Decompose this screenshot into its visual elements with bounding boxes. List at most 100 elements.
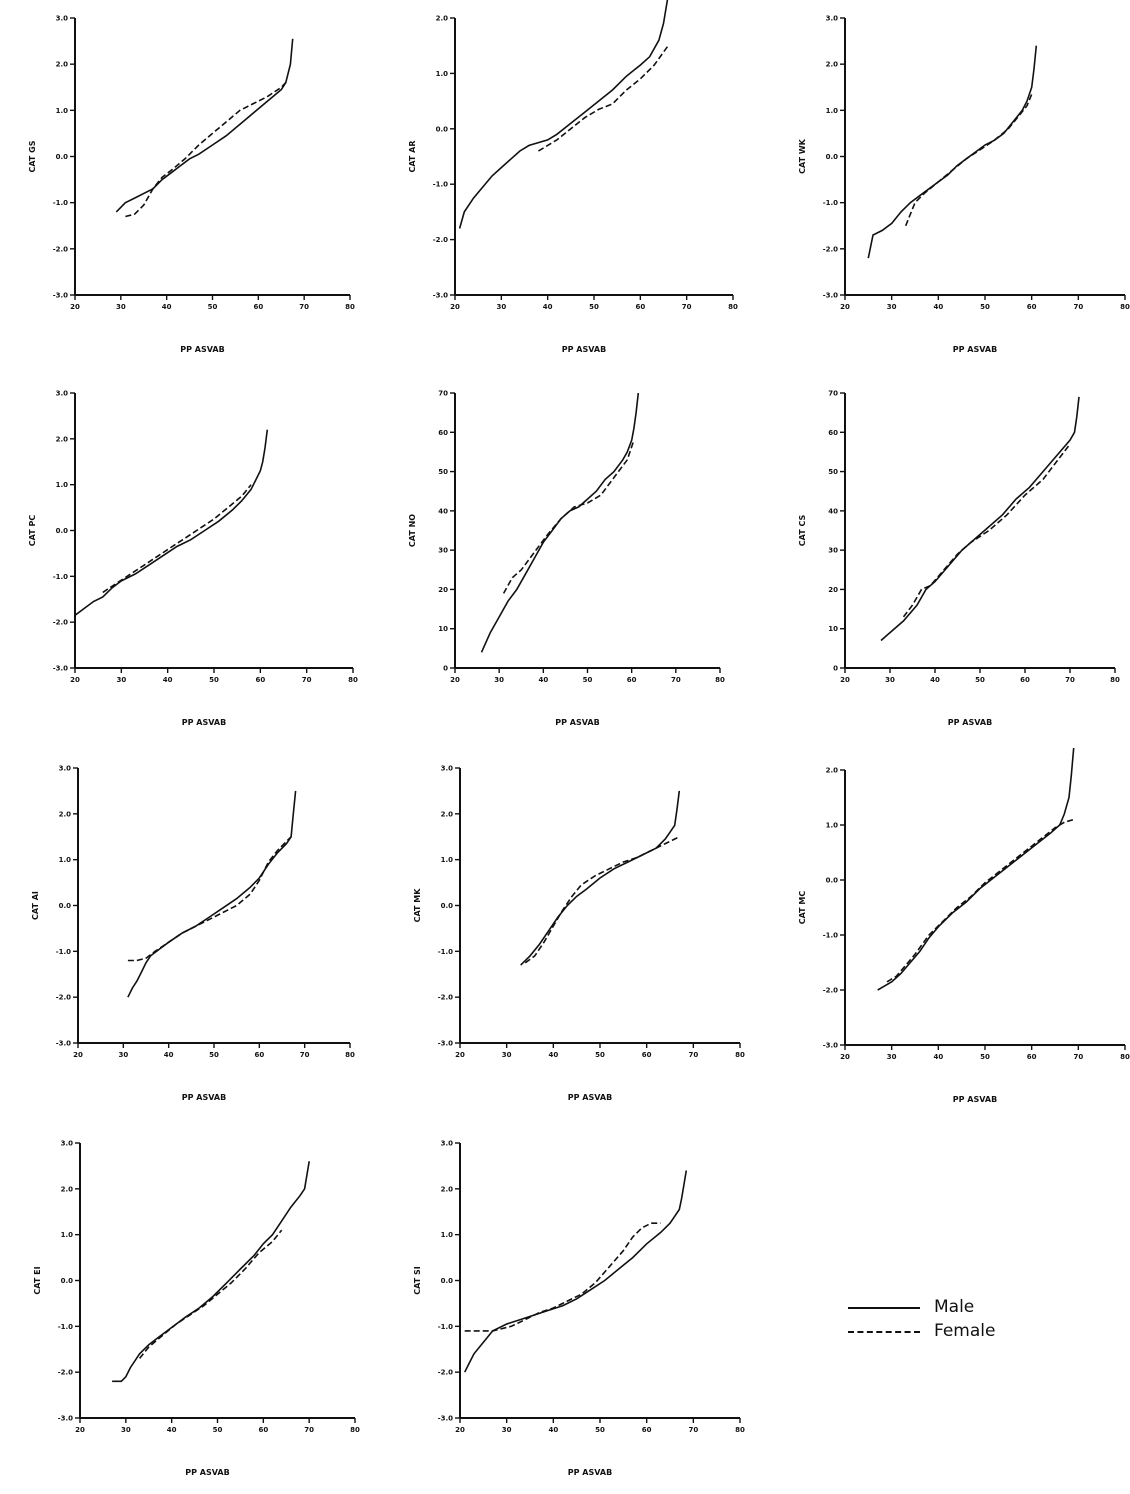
y-tick-label: -1.0 — [58, 1323, 73, 1331]
chart-panel: 20 30 40 50 60 70 80 3.0 2.0 1.0 0.0 -1.0 -2.0 -3.0 PP… — [787, 12, 1130, 357]
chart-panel: 20 30 40 50 60 70 80 70 60 50 40 30 20 10 0 PP ASVAB CAT… — [397, 387, 730, 730]
legend-item-female: Female — [848, 1320, 1048, 1342]
x-tick-label: 40 — [548, 1426, 558, 1434]
x-tick-label: 60 — [254, 1051, 264, 1059]
y-tick-label: 50 — [438, 468, 448, 476]
x-tick-label: 40 — [933, 1053, 943, 1061]
x-tick-label: 60 — [627, 676, 637, 684]
y-tick-label: 0.0 — [56, 527, 69, 535]
x-tick-label: 20 — [70, 303, 80, 311]
chart-svg: 20 30 40 50 60 70 80 2.0 1.0 0.0 -1.0 -2.0 -3.0 PP AS… — [408, 0, 738, 354]
x-tick-label: 60 — [635, 303, 645, 311]
y-axis-title: CAT MK — [413, 888, 422, 923]
x-tick-label: 80 — [735, 1426, 745, 1434]
chart-panel: 20 30 40 50 60 70 80 3.0 2.0 1.0 0.0 -1.0 -2.0 -3.0 PP… — [22, 1137, 365, 1480]
x-tick-label: 80 — [1120, 303, 1130, 311]
y-tick-label: 40 — [828, 507, 838, 515]
x-tick-label: 50 — [209, 1051, 219, 1059]
x-tick-label: 70 — [688, 1051, 698, 1059]
y-tick-label: 2.0 — [826, 767, 839, 775]
y-tick-label: 1.0 — [826, 822, 839, 830]
y-tick-label: 0.0 — [441, 1277, 454, 1285]
y-axis-title: CAT AR — [408, 140, 417, 172]
chart-svg: 20 30 40 50 60 70 80 3.0 2.0 1.0 0.0 -1.0 -2.0 -3.0 PP… — [28, 390, 358, 728]
x-tick-label: 50 — [589, 303, 599, 311]
x-tick-label: 50 — [209, 676, 219, 684]
x-axis-title: PP ASVAB — [568, 1093, 612, 1102]
y-tick-label: -1.0 — [433, 181, 448, 189]
male-series-line — [520, 790, 681, 966]
chart-panel: 20 30 40 50 60 70 80 70 60 50 40 30 20 10 0 PP ASVAB CAT… — [787, 387, 1125, 730]
x-tick-label: 20 — [73, 1051, 83, 1059]
y-tick-label: 30 — [828, 547, 838, 555]
male-series-line — [867, 45, 1038, 259]
x-axis-title: PP ASVAB — [182, 718, 226, 727]
y-axis-title: CAT AI — [31, 891, 40, 920]
x-tick-label: 30 — [118, 1051, 128, 1059]
x-tick-label: 40 — [164, 1051, 174, 1059]
x-tick-label: 70 — [299, 303, 309, 311]
male-series-line — [115, 38, 294, 213]
x-tick-label: 70 — [300, 1051, 310, 1059]
female-series-line — [464, 1222, 661, 1332]
x-axis-title: PP ASVAB — [948, 718, 992, 727]
chart-svg: 20 30 40 50 60 70 80 3.0 2.0 1.0 0.0 -1.0 -2.0 -3.0 PP… — [413, 1140, 745, 1478]
y-tick-label: -1.0 — [438, 948, 453, 956]
y-tick-label: 0 — [443, 665, 448, 673]
y-axis-title: CAT GS — [28, 140, 37, 172]
y-tick-label: 60 — [438, 429, 448, 437]
y-tick-label: 0.0 — [826, 877, 839, 885]
y-tick-label: 2.0 — [441, 810, 454, 818]
legend-swatch-dashed — [848, 1331, 920, 1333]
x-tick-label: 30 — [116, 676, 126, 684]
chart-svg: 20 30 40 50 60 70 80 2.0 1.0 0.0 -1.0 -2.0 -3.0 PP AS… — [798, 747, 1130, 1104]
chart-svg: 20 30 40 50 60 70 80 3.0 2.0 1.0 0.0 -1.0 -2.0 -3.0 PP… — [413, 765, 745, 1103]
y-tick-label: 1.0 — [59, 856, 72, 864]
female-series-line — [502, 439, 635, 594]
y-tick-label: 3.0 — [61, 1140, 74, 1148]
x-tick-label: 60 — [253, 303, 263, 311]
x-tick-label: 40 — [933, 303, 943, 311]
x-tick-label: 30 — [116, 303, 126, 311]
x-tick-label: 70 — [1073, 1053, 1083, 1061]
x-tick-label: 50 — [208, 303, 218, 311]
x-tick-label: 40 — [163, 676, 173, 684]
female-series-line — [127, 836, 292, 962]
x-tick-label: 40 — [543, 303, 553, 311]
chart-svg: 20 30 40 50 60 70 80 3.0 2.0 1.0 0.0 -1.0 -2.0 -3.0 PP… — [798, 15, 1130, 355]
x-tick-label: 70 — [1065, 676, 1075, 684]
female-series-line — [537, 45, 669, 152]
x-tick-label: 60 — [258, 1426, 268, 1434]
chart-panel: 20 30 40 50 60 70 80 3.0 2.0 1.0 0.0 -1.0 -2.0 -3.0 PP… — [20, 762, 360, 1105]
y-tick-label: 1.0 — [56, 107, 69, 115]
y-tick-label: -3.0 — [823, 1042, 838, 1050]
y-tick-label: 0.0 — [56, 153, 69, 161]
y-tick-label: 20 — [438, 586, 448, 594]
x-tick-label: 70 — [671, 676, 681, 684]
x-tick-label: 70 — [1073, 303, 1083, 311]
y-tick-label: -1.0 — [53, 573, 68, 581]
y-tick-label: -2.0 — [53, 245, 68, 253]
female-series-line — [904, 93, 1033, 227]
y-tick-label: -3.0 — [433, 292, 448, 300]
x-tick-label: 70 — [682, 303, 692, 311]
y-tick-label: 3.0 — [826, 15, 839, 23]
y-tick-label: 2.0 — [59, 810, 72, 818]
x-axis-title: PP ASVAB — [185, 1468, 229, 1477]
y-tick-label: -3.0 — [823, 292, 838, 300]
x-tick-label: 40 — [167, 1426, 177, 1434]
y-tick-label: -2.0 — [53, 619, 68, 627]
x-tick-label: 70 — [688, 1426, 698, 1434]
x-axis-title: PP ASVAB — [555, 718, 599, 727]
y-tick-label: -2.0 — [438, 994, 453, 1002]
x-tick-label: 30 — [887, 303, 897, 311]
y-tick-label: 0.0 — [441, 902, 454, 910]
male-series-line — [877, 747, 1075, 991]
x-tick-label: 50 — [980, 303, 990, 311]
y-axis-title: CAT MC — [798, 891, 807, 925]
y-tick-label: 0.0 — [59, 902, 72, 910]
x-tick-label: 50 — [583, 676, 593, 684]
male-series-line — [112, 1161, 310, 1383]
y-tick-label: 30 — [438, 547, 448, 555]
y-tick-label: -2.0 — [823, 987, 838, 995]
